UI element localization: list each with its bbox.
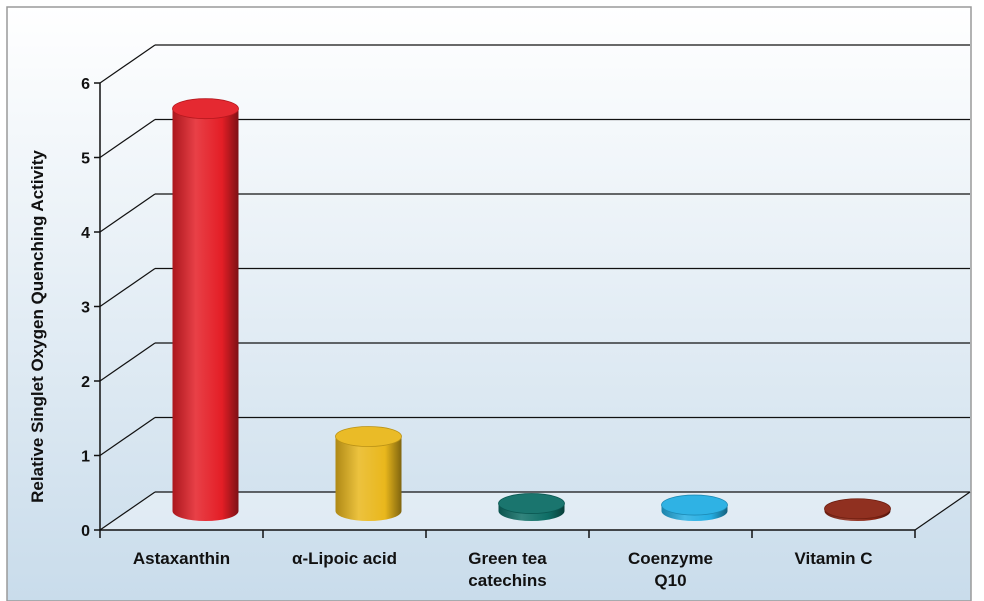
y-tick-label: 5: [81, 151, 90, 168]
x-tick-label: Vitamin C: [794, 549, 872, 568]
floor-left-edge: [99, 491, 156, 531]
y-tick-label: 3: [81, 300, 90, 317]
x-tick-label: Coenzyme Q10: [628, 549, 713, 590]
bar-body: [335, 436, 402, 521]
bar-top: [498, 493, 565, 514]
axes: [94, 82, 916, 538]
bar: [498, 493, 565, 521]
x-tick-label-line: α-Lipoic acid: [292, 549, 397, 568]
bar: [172, 98, 239, 521]
y-tick-label: 6: [81, 76, 90, 93]
x-tick-label-line: Astaxanthin: [133, 549, 230, 568]
bars: [172, 98, 891, 521]
floor-right-edge: [914, 491, 971, 531]
x-tick-label-line: Q10: [654, 571, 686, 590]
gridline-diagonal: [99, 342, 156, 382]
gridline-diagonal: [99, 268, 156, 307]
bar: [335, 426, 402, 521]
bar-body: [172, 108, 239, 521]
bar: [661, 494, 728, 521]
x-tick-label: Green tea catechins: [468, 549, 547, 590]
y-tick-label: 2: [81, 374, 90, 391]
gridline-diagonal: [99, 417, 156, 456]
bar-top: [661, 494, 728, 516]
x-tick-label-line: Green tea: [468, 549, 547, 568]
gridline-diagonal: [99, 193, 156, 233]
x-tick-label: α-Lipoic acid: [292, 549, 397, 568]
x-tick-label-line: catechins: [468, 571, 546, 590]
bar: [824, 498, 891, 521]
bar-top: [824, 498, 891, 520]
bar-top: [172, 98, 239, 120]
plot-background: [6, 6, 972, 601]
gridline-diagonal: [99, 44, 156, 84]
y-axis-title: Relative Singlet Oxygen Quenching Activi…: [28, 150, 47, 503]
y-tick-label: 1: [81, 449, 90, 466]
x-tick-label: Astaxanthin: [133, 549, 230, 568]
x-tick-label-line: Vitamin C: [794, 549, 872, 568]
y-tick-label: 4: [81, 225, 90, 242]
bar-top: [335, 426, 402, 447]
labels: 0 1 2 3 4 5 6 Astaxanthin α-Lipoic acid Green tea…: [28, 76, 873, 590]
x-tick-label-line: Coenzyme: [628, 549, 713, 568]
gridline-diagonal: [99, 119, 156, 158]
y-tick-label: 0: [81, 523, 90, 540]
